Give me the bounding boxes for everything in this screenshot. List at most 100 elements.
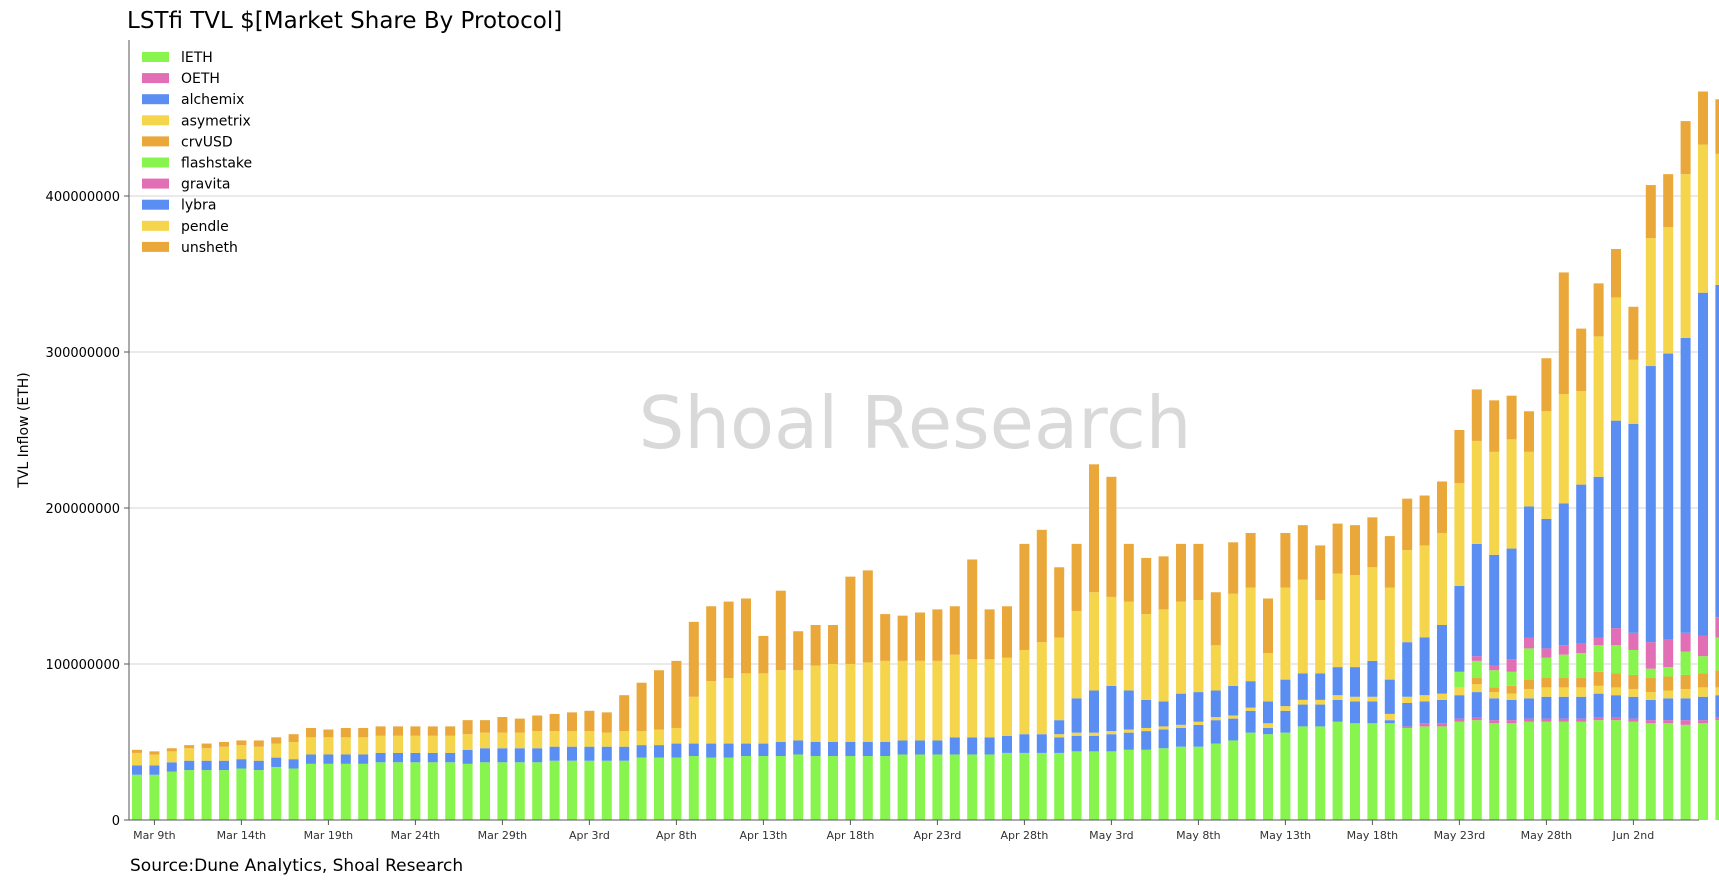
bar-segment-base — [462, 763, 473, 820]
bar-segment-pendle — [1002, 657, 1012, 736]
bar-stack — [932, 609, 943, 820]
bar-segment-lybra — [1315, 673, 1326, 700]
bar-segment-pendle — [306, 737, 316, 755]
bar-stack — [915, 612, 925, 820]
bar-segment-alchemix — [584, 746, 595, 761]
bar-segment-unsheth — [897, 615, 908, 661]
bar-segment-pendle — [323, 737, 334, 755]
bar-segment-asymetrix — [1663, 690, 1674, 699]
bar-segment-pendle — [514, 732, 525, 749]
bar-segment-unsheth — [1263, 598, 1273, 654]
bar-segment-alchemix — [375, 752, 386, 763]
bar-stack — [810, 625, 821, 820]
bar-stack — [1036, 529, 1047, 820]
bar-stack — [1071, 543, 1082, 820]
bar-segment-pendle — [775, 670, 786, 742]
bar-segment-alchemix — [1663, 698, 1674, 721]
bar-segment-crvusd — [1611, 673, 1621, 688]
bar-stack — [880, 614, 891, 820]
bar-stack — [654, 670, 664, 820]
bar-segment-base — [1054, 752, 1065, 820]
bar-segment-pendle — [1663, 227, 1674, 354]
bar-segment-lybra — [1645, 366, 1656, 643]
bar-segment-flashstake — [1593, 645, 1604, 672]
bar-segment-asymetrix — [1071, 732, 1082, 736]
bar-stack — [1367, 517, 1378, 820]
bar-segment-oeth — [1698, 720, 1708, 724]
bar-segment-alchemix — [1541, 696, 1552, 719]
bar-segment-pendle — [1158, 609, 1169, 702]
bar-segment-asymetrix — [1367, 696, 1378, 702]
bar-segment-base — [1680, 724, 1691, 820]
bar-segment-base — [1524, 721, 1534, 820]
bar-segment-unsheth — [915, 612, 925, 661]
bar-segment-alchemix — [671, 743, 682, 758]
x-tick-label: May 13th — [1260, 829, 1312, 842]
legend-swatch — [142, 94, 169, 105]
bar-segment-asymetrix — [1384, 713, 1395, 721]
bar-segment-alchemix — [306, 754, 316, 764]
bar-segment-asymetrix — [1541, 687, 1552, 697]
bar-segment-pendle — [219, 746, 229, 761]
bar-segment-alchemix — [810, 742, 821, 757]
bar-segment-oeth — [1663, 720, 1674, 724]
bar-segment-pendle — [1506, 439, 1517, 549]
bar-segment-asymetrix — [1611, 687, 1621, 696]
bar-segment-pendle — [201, 748, 212, 761]
bar-segment-base — [897, 754, 908, 820]
bar-segment-lybra — [1297, 673, 1308, 700]
bar-segment-alchemix — [410, 752, 421, 763]
bar-segment-base — [880, 756, 891, 820]
bar-segment-pendle — [1297, 579, 1308, 674]
bar-segment-unsheth — [1071, 543, 1082, 611]
x-tick-label: Mar 29th — [478, 829, 528, 842]
legend-label: flashstake — [181, 156, 252, 172]
bar-segment-unsheth — [1698, 91, 1708, 145]
bar-segment-pendle — [654, 729, 664, 746]
bar-segment-unsheth — [932, 609, 943, 661]
bar-segment-alchemix — [654, 745, 664, 758]
bar-segment-pendle — [1558, 394, 1569, 504]
bar-segment-oeth — [1593, 717, 1604, 721]
bar-stack — [358, 727, 369, 820]
bar-segment-base — [306, 763, 316, 820]
bar-stack — [1280, 532, 1291, 820]
bar-segment-pendle — [393, 735, 403, 753]
bar-segment-lybra — [1524, 506, 1534, 638]
bar-segment-base — [619, 760, 630, 820]
bar-segment-alchemix — [1263, 727, 1273, 735]
bar-segment-alchemix — [1036, 734, 1047, 753]
bar-segment-unsheth — [306, 727, 316, 738]
bar-segment-gravita — [1593, 637, 1604, 646]
bar-segment-alchemix — [340, 754, 351, 764]
bar-segment-base — [1350, 723, 1360, 820]
bar-stack — [1471, 389, 1482, 820]
bar-segment-pendle — [601, 732, 612, 747]
bar-segment-base — [1698, 723, 1708, 820]
bar-stack — [636, 682, 647, 820]
bar-stack — [967, 559, 978, 820]
bar-segment-unsheth — [1611, 249, 1621, 298]
bar-segment-base — [219, 770, 229, 820]
bar-segment-base — [1106, 751, 1117, 820]
bar-segment-base — [497, 762, 508, 820]
bar-segment-unsheth — [1576, 328, 1587, 391]
bar-segment-base — [1123, 749, 1134, 820]
bar-segment-asymetrix — [1228, 715, 1239, 719]
bar-segment-alchemix — [862, 742, 873, 757]
bar-segment-base — [149, 774, 160, 820]
bar-segment-oeth — [1524, 718, 1534, 722]
bar-segment-lybra — [1210, 690, 1221, 718]
legend-label: lybra — [181, 198, 216, 214]
legend-label: gravita — [181, 177, 230, 193]
bar-segment-base — [601, 760, 612, 820]
bar-segment-alchemix — [201, 760, 212, 771]
bar-segment-lybra — [1106, 685, 1117, 732]
x-tick-label: Mar 19th — [304, 829, 354, 842]
bar-segment-asymetrix — [1106, 731, 1117, 735]
bar-segment-pendle — [688, 696, 699, 744]
bar-stack — [271, 737, 282, 820]
bar-segment-unsheth — [1332, 523, 1343, 574]
bar-segment-pendle — [828, 664, 838, 742]
bar-segment-lybra — [1506, 548, 1517, 660]
